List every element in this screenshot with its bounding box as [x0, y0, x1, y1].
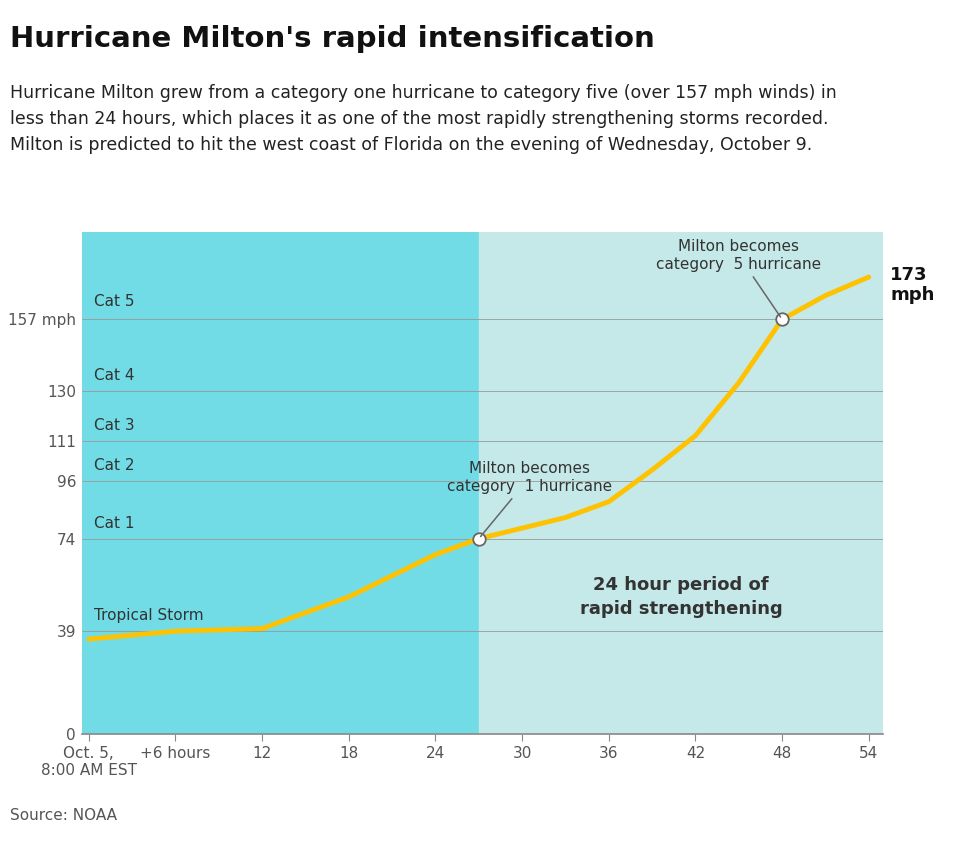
Text: Cat 1: Cat 1 — [94, 516, 134, 531]
Text: 173
mph: 173 mph — [891, 266, 935, 305]
Text: Cat 3: Cat 3 — [94, 418, 134, 433]
Text: 24 hour period of
rapid strengthening: 24 hour period of rapid strengthening — [580, 576, 782, 618]
Text: Cat 4: Cat 4 — [94, 368, 134, 383]
Text: Tropical Storm: Tropical Storm — [94, 609, 204, 623]
Text: Hurricane Milton grew from a category one hurricane to category five (over 157 m: Hurricane Milton grew from a category on… — [10, 84, 836, 154]
Text: Hurricane Milton's rapid intensification: Hurricane Milton's rapid intensification — [10, 25, 655, 53]
Text: Cat 2: Cat 2 — [94, 457, 134, 473]
Text: Cat 5: Cat 5 — [94, 294, 134, 309]
Bar — [479, 232, 883, 734]
Text: Source: NOAA: Source: NOAA — [10, 808, 116, 823]
Text: Milton becomes
category  1 hurricane: Milton becomes category 1 hurricane — [446, 462, 612, 537]
Text: Milton becomes
category  5 hurricane: Milton becomes category 5 hurricane — [657, 240, 822, 317]
